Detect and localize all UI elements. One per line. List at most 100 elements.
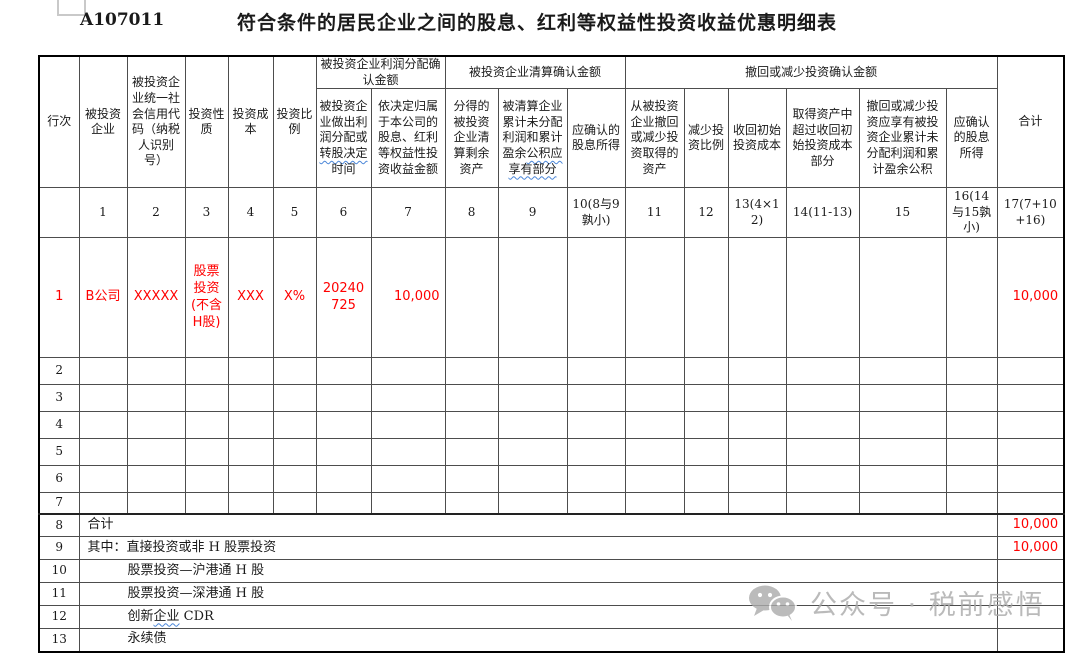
empty-cell — [78, 384, 128, 413]
header-withdraw-assets: 从被投资企业撤回或减少投资取得的资产 — [624, 88, 685, 189]
row-number: 10 — [38, 559, 80, 584]
empty-cell — [184, 411, 229, 440]
empty-cell — [945, 492, 998, 515]
empty-cell — [315, 357, 372, 386]
empty-cell — [785, 492, 860, 515]
tax-form-table: 行次 被投资企业 被投资企业统一社会信用代码（纳税人识别号） 投资性质 投资成本… — [38, 55, 1066, 653]
empty-cell — [227, 411, 274, 440]
empty-cell — [624, 357, 685, 386]
empty-cell — [227, 357, 274, 386]
column-number-cell: 12 — [683, 187, 729, 239]
empty-cell — [272, 357, 317, 386]
empty-data-row: 3 — [38, 384, 1065, 413]
empty-cell — [497, 492, 568, 515]
empty-cell — [727, 492, 787, 515]
column-number-cell: 4 — [227, 187, 274, 239]
empty-cell — [444, 438, 499, 467]
empty-cell — [78, 411, 128, 440]
empty-cell — [566, 465, 626, 494]
empty-cell — [624, 492, 685, 515]
empty-cell — [370, 465, 446, 494]
empty-cell — [444, 492, 499, 515]
empty-cell — [184, 438, 229, 467]
empty-cell — [126, 465, 186, 494]
empty-cell — [78, 492, 128, 515]
empty-cell — [497, 237, 568, 359]
empty-cell — [126, 384, 186, 413]
row-number: 2 — [38, 357, 80, 386]
empty-cell — [727, 411, 787, 440]
column-number-cell: 15 — [858, 187, 947, 239]
empty-cell — [624, 384, 685, 413]
empty-cell — [566, 438, 626, 467]
empty-cell — [497, 384, 568, 413]
empty-cell — [126, 438, 186, 467]
row-number: 13 — [38, 628, 80, 653]
row-number: 1 — [38, 237, 80, 359]
empty-cell — [444, 384, 499, 413]
empty-cell — [315, 384, 372, 413]
header-sub-row: 被投资企业做出利润分配或转股决定时间 依决定归属于本公司的股息、红利等权益性投资… — [39, 88, 1064, 189]
empty-cell — [858, 357, 947, 386]
empty-cell — [727, 438, 787, 467]
column-number-cell: 11 — [624, 187, 685, 239]
empty-data-row: 5 — [38, 438, 1065, 467]
credit-code-cell: XXXXX — [126, 237, 186, 359]
empty-cell — [683, 492, 729, 515]
empty-cell — [227, 438, 274, 467]
summary-row: 11 股票投资—深港通 H 股 — [38, 582, 1065, 607]
header-dividend-amount: 依决定归属于本公司的股息、红利等权益性投资收益金额 — [370, 88, 446, 189]
empty-cell — [727, 384, 787, 413]
header-credit-code: 被投资企业统一社会信用代码（纳税人识别号） — [126, 55, 186, 189]
summary-label: 合计 — [78, 512, 998, 538]
header-liquidation-assets: 分得的被投资企业清算剩余资产 — [444, 88, 499, 189]
header-recover-cost: 收回初始投资成本 — [727, 88, 787, 189]
empty-cell — [785, 411, 860, 440]
empty-cell — [996, 465, 1065, 494]
empty-cell — [996, 492, 1065, 515]
row-number: 12 — [38, 605, 80, 630]
empty-cell — [315, 438, 372, 467]
column-number-cell: 8 — [444, 187, 499, 239]
empty-cell — [370, 411, 446, 440]
empty-cell — [683, 438, 729, 467]
summary-total-cell — [996, 559, 1065, 584]
empty-cell — [444, 237, 499, 359]
summary-row: 12 创新企业 CDR — [38, 605, 1065, 630]
empty-cell — [624, 465, 685, 494]
empty-cell — [184, 357, 229, 386]
empty-cell — [624, 438, 685, 467]
empty-cell — [785, 357, 860, 386]
column-number-cell: 13(4×12) — [727, 187, 787, 239]
empty-data-row: 6 — [38, 465, 1065, 494]
header-group-withdraw: 撤回或减少投资确认金额 — [624, 55, 998, 90]
row-number: 9 — [38, 536, 80, 561]
empty-cell — [444, 411, 499, 440]
empty-cell — [858, 492, 947, 515]
cost-cell: XXX — [227, 237, 274, 359]
header-total: 合计 — [996, 55, 1065, 189]
summary-row: 8 合计 10,000 — [38, 512, 1065, 538]
empty-cell — [227, 384, 274, 413]
empty-cell — [126, 411, 186, 440]
header-investment-ratio: 投资比例 — [272, 55, 317, 189]
column-number-cell: 16(14与15孰小) — [945, 187, 998, 239]
column-number-row: 1 2 3 4 5 6 7 8 9 10(8与9孰小) 11 12 13(4×12) 14(11-13) 1… — [38, 187, 1065, 239]
summary-row: 13 永续债 — [38, 628, 1065, 653]
page-title: 符合条件的居民企业之间的股息、红利等权益性投资收益优惠明细表 — [237, 12, 838, 34]
empty-cell — [996, 411, 1065, 440]
summary-total-cell: 10,000 — [996, 512, 1065, 538]
summary-row: 10 股票投资—沪港通 H 股 — [38, 559, 1065, 584]
empty-cell — [272, 438, 317, 467]
empty-cell — [566, 411, 626, 440]
empty-cell — [945, 384, 998, 413]
summary-total-cell — [996, 582, 1065, 607]
summary-total-cell — [996, 605, 1065, 630]
header-decision-date: 被投资企业做出利润分配或转股决定时间 — [315, 88, 372, 189]
summary-label: 其中：直接投资或非 H 股票投资 — [78, 536, 998, 561]
empty-data-row: 4 — [38, 411, 1065, 440]
empty-cell — [184, 384, 229, 413]
header-group-profit: 被投资企业利润分配确认金额 — [315, 55, 446, 90]
empty-cell — [370, 357, 446, 386]
empty-cell — [683, 384, 729, 413]
